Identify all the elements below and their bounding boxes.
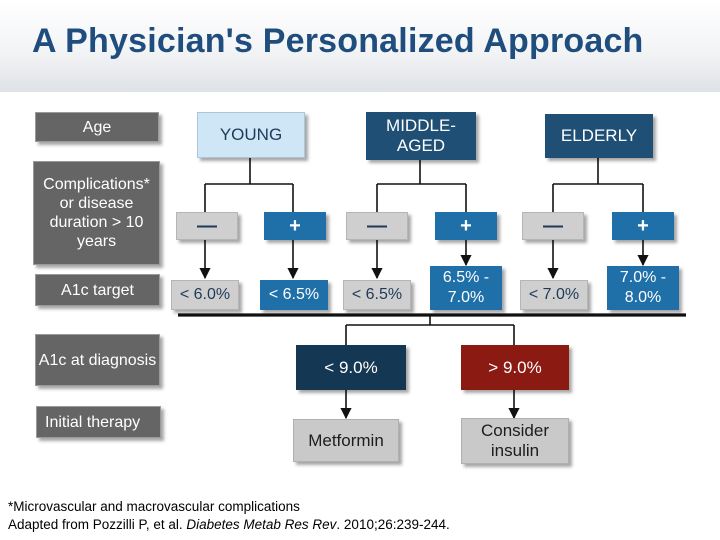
age-elderly-box: ELDERLY: [545, 114, 653, 158]
row-label-initial-therapy: Initial therapy: [36, 406, 161, 438]
row-label-a1c-at-diagnosis: A1c at diagnosis: [35, 334, 160, 386]
citation-authors: Adapted from Pozzilli P, et al.: [8, 517, 187, 532]
age-young-box: YOUNG: [197, 112, 305, 158]
footnote-citation: Adapted from Pozzilli P, et al. Diabetes…: [8, 517, 450, 532]
citation-journal: Diabetes Metab Res Rev: [186, 517, 337, 532]
a1c-diagnosis-high-box: > 9.0%: [461, 345, 569, 390]
row-label-age: Age: [35, 112, 159, 142]
therapy-metformin-box: Metformin: [293, 419, 399, 462]
a1c-target-elderly-no-comp: < 7.0%: [520, 280, 588, 310]
title-bar: A Physician's Personalized Approach: [0, 0, 720, 92]
a1c-diagnosis-low-box: < 9.0%: [296, 345, 406, 390]
a1c-target-elderly-comp: 7.0% - 8.0%: [607, 266, 679, 310]
row-label-complications: Complications* or disease duration > 10 …: [33, 161, 160, 265]
footnote-complications: *Microvascular and macrovascular complic…: [8, 499, 300, 514]
a1c-target-middle-comp: 6.5% - 7.0%: [430, 266, 502, 310]
a1c-target-young-comp: < 6.5%: [260, 280, 328, 310]
citation-details: . 2010;26:239-244.: [336, 517, 450, 532]
middle-no-complications-badge: —: [346, 212, 408, 240]
young-complications-badge: +: [264, 212, 326, 240]
elderly-complications-badge: +: [612, 212, 674, 240]
therapy-consider-insulin-box: Consider insulin: [461, 418, 569, 464]
row-label-a1c-target: A1c target: [35, 274, 160, 306]
young-no-complications-badge: —: [176, 212, 238, 240]
elderly-no-complications-badge: —: [522, 212, 584, 240]
age-middle-aged-box: MIDDLE-AGED: [366, 112, 476, 160]
page-title: A Physician's Personalized Approach: [32, 22, 644, 60]
middle-complications-badge: +: [435, 212, 497, 240]
a1c-target-middle-no-comp: < 6.5%: [343, 280, 411, 310]
a1c-target-young-no-comp: < 6.0%: [171, 280, 239, 310]
